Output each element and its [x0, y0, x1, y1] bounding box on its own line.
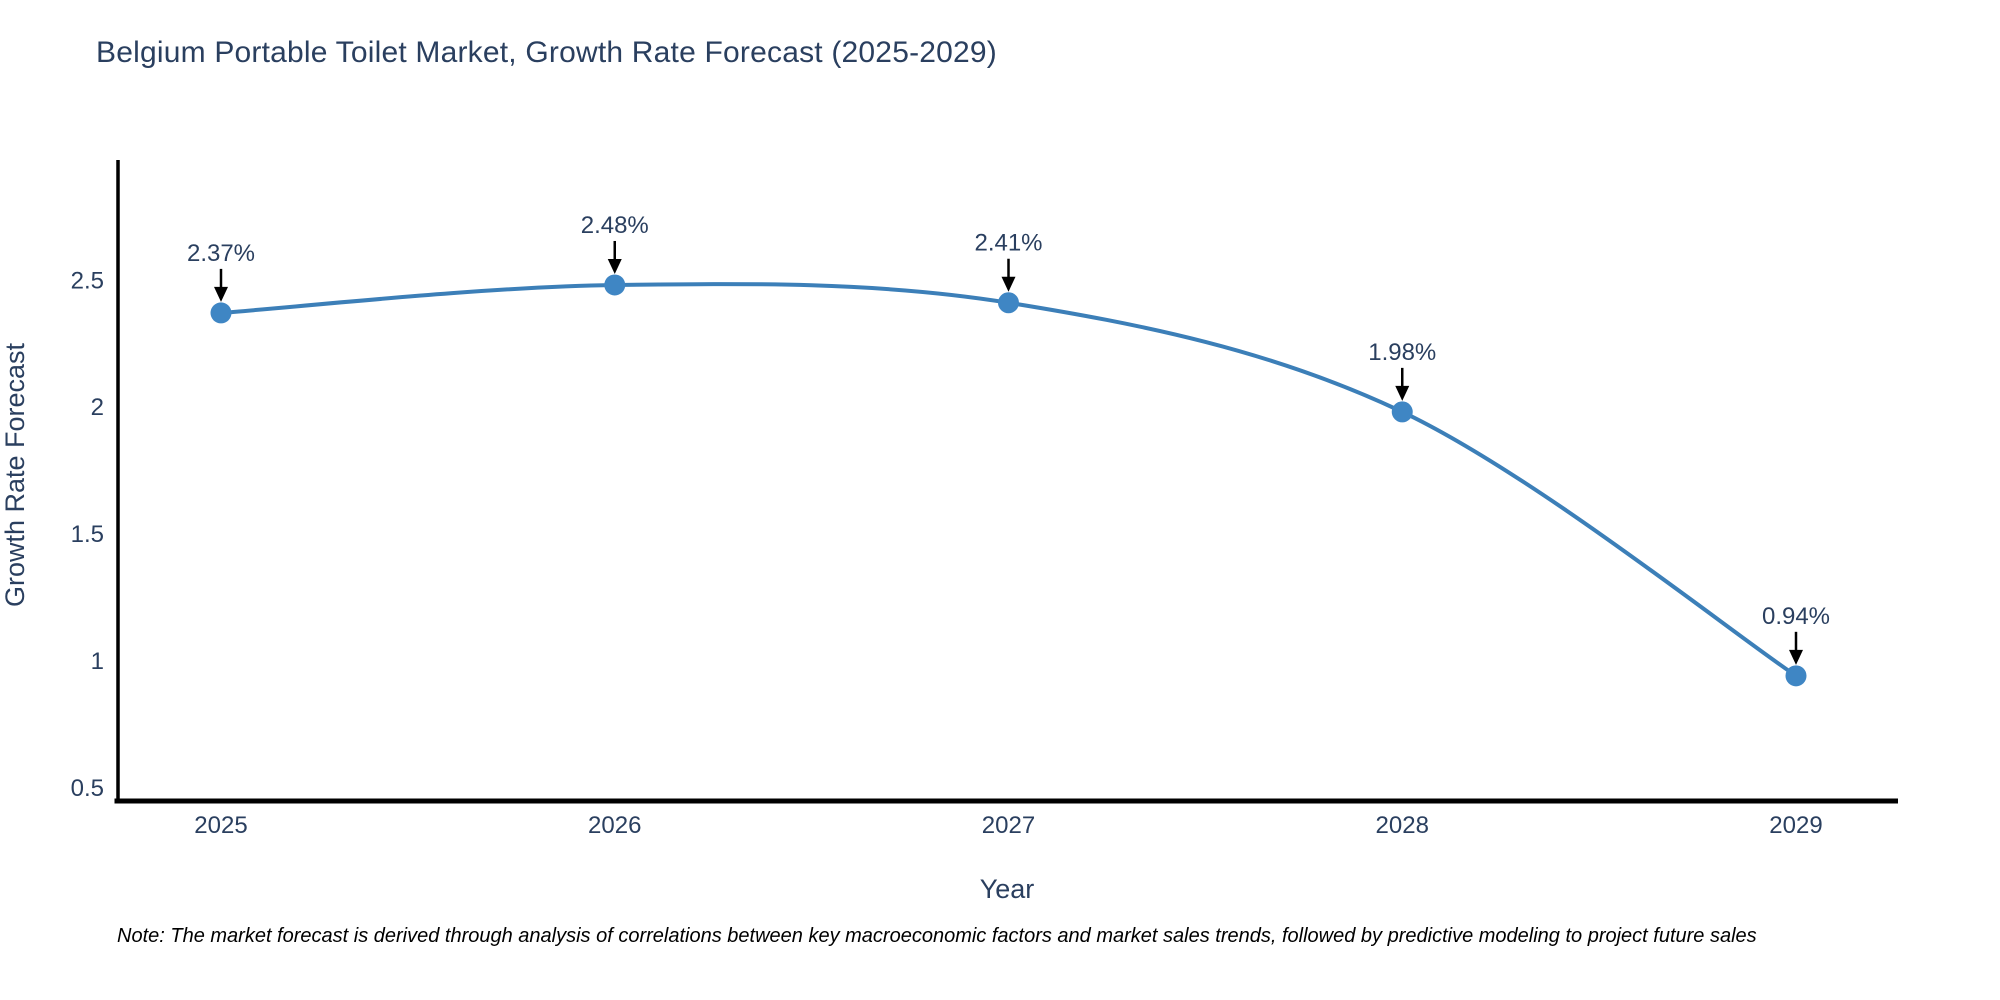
data-point-2027[interactable]	[998, 292, 1019, 314]
annotation-arrowhead	[214, 286, 228, 302]
y-tick-label: 1.5	[71, 521, 104, 548]
y-tick-label: 0.5	[71, 775, 104, 802]
annotation-arrowhead	[607, 258, 622, 274]
data-point-2026[interactable]	[604, 274, 626, 296]
x-tick-label: 2029	[1769, 812, 1822, 839]
y-tick-label: 1	[91, 648, 104, 675]
x-tick-label: 2026	[588, 812, 641, 839]
x-tick-label: 2027	[982, 812, 1035, 839]
annotation-arrowhead	[1395, 385, 1410, 401]
annotation-arrowhead	[1001, 276, 1016, 292]
data-point-2029[interactable]	[1785, 665, 1807, 687]
footnote: Note: The market forecast is derived thr…	[117, 925, 1757, 947]
point-value-label: 2.41%	[974, 230, 1042, 257]
point-value-label: 2.48%	[581, 212, 649, 239]
point-value-label: 0.94%	[1762, 603, 1830, 630]
y-tick-label: 2	[91, 394, 104, 421]
x-tick-label: 2025	[194, 812, 247, 839]
x-axis-title: Year	[980, 874, 1035, 904]
point-value-label: 1.98%	[1368, 339, 1436, 366]
y-tick-label: 2.5	[71, 267, 104, 294]
x-tick-label: 2028	[1376, 812, 1429, 839]
data-point-2025[interactable]	[210, 302, 232, 324]
chart-title: Belgium Portable Toilet Market, Growth R…	[96, 36, 997, 69]
point-value-label: 2.37%	[187, 240, 255, 267]
annotation-arrowhead	[1789, 649, 1803, 665]
y-axis-title: Growth Rate Forecast	[0, 342, 30, 607]
data-point-2028[interactable]	[1391, 401, 1413, 423]
series-path	[219, 282, 1798, 678]
